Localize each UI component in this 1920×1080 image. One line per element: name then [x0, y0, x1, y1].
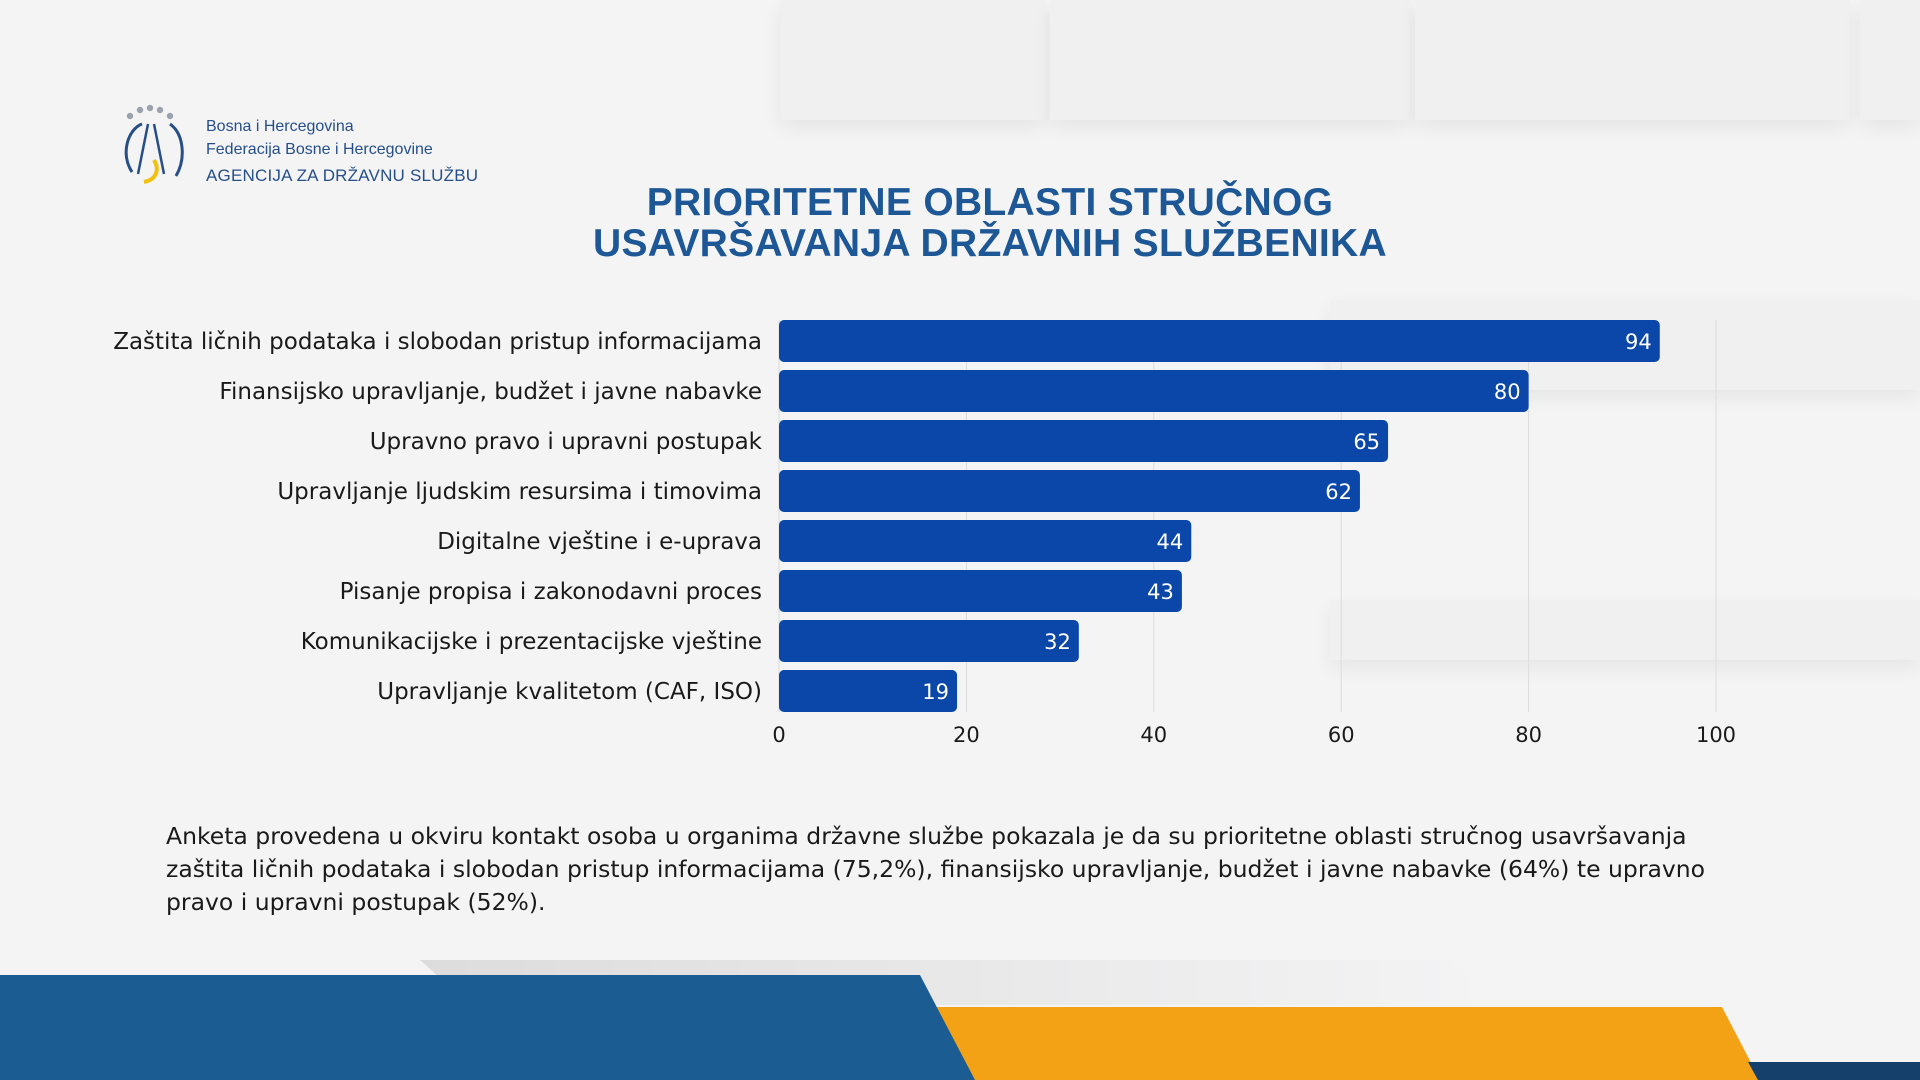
summary-text: Anketa provedena u okviru kontakt osoba …	[166, 822, 1706, 916]
footer-orange-shape	[910, 1007, 1760, 1080]
agency-emblem-icon	[124, 104, 184, 184]
bar	[779, 370, 1529, 412]
background-panel	[780, 0, 1045, 120]
bar-value-label: 43	[1147, 580, 1174, 604]
footer-dark-shape	[1748, 1062, 1920, 1080]
category-label: Finansijsko upravljanje, budžet i javne …	[219, 379, 762, 405]
footer-band	[0, 960, 1920, 1080]
bar-value-label: 65	[1353, 430, 1380, 454]
category-label: Zaštita ličnih podataka i slobodan prist…	[113, 329, 762, 355]
bar	[779, 670, 958, 712]
bar	[779, 570, 1182, 612]
bar-value-label: 32	[1044, 630, 1071, 654]
logo-agency: AGENCIJA ZA DRŽAVNU SLUŽBU	[206, 166, 479, 185]
x-tick-label: 100	[1696, 723, 1736, 747]
x-tick-label: 60	[1328, 723, 1355, 747]
category-label: Komunikacijske i prezentacijske vještine	[301, 629, 762, 655]
x-axis: 0 20 40 60 80 100	[772, 723, 1736, 747]
logo-federation: Federacija Bosne i Hercegovine	[206, 141, 433, 158]
bar	[779, 320, 1660, 362]
x-tick-label: 40	[1140, 723, 1167, 747]
x-tick-label: 0	[772, 723, 785, 747]
chart-title: PRIORITETNE OBLASTI STRUČNOG USAVRŠAVANJ…	[460, 182, 1520, 264]
bar	[779, 420, 1389, 462]
bars: 94 80 65 62 44 43 32 19	[779, 320, 1660, 712]
background-panel	[1860, 0, 1920, 120]
chart-title-line: USAVRŠAVANJA DRŽAVNIH SLUŽBENIKA	[593, 222, 1387, 265]
category-label: Digitalne vještine i e-uprava	[437, 529, 762, 555]
background-panel	[1415, 0, 1850, 120]
bar	[779, 520, 1192, 562]
category-labels: Zaštita ličnih podataka i slobodan prist…	[113, 329, 762, 705]
chart-title-line: PRIORITETNE OBLASTI STRUČNOG	[646, 181, 1334, 224]
bar-value-label: 19	[922, 680, 949, 704]
agency-logo: Bosna i Hercegovina Federacija Bosne i H…	[120, 104, 520, 194]
category-label: Upravljanje ljudskim resursima i timovim…	[277, 479, 762, 505]
bar-value-label: 80	[1494, 380, 1521, 404]
bar	[779, 470, 1360, 512]
background-panel	[1330, 600, 1920, 660]
footer-blue-shape	[0, 975, 975, 1080]
x-tick-label: 20	[953, 723, 980, 747]
x-tick-label: 80	[1515, 723, 1542, 747]
category-label: Upravljanje kvalitetom (CAF, ISO)	[377, 679, 762, 705]
category-label: Upravno pravo i upravni postupak	[370, 429, 763, 455]
bar-value-label: 62	[1325, 480, 1352, 504]
bar-value-label: 94	[1625, 330, 1652, 354]
logo-country: Bosna i Hercegovina	[206, 118, 354, 135]
bar-value-label: 44	[1157, 530, 1184, 554]
bar-chart: 94 80 65 62 44 43 32 19 Zaštita ličnih podataka…	[113, 320, 1736, 747]
category-label: Pisanje propisa i zakonodavni proces	[340, 579, 762, 605]
bar	[779, 620, 1079, 662]
background-panel	[1050, 0, 1410, 120]
